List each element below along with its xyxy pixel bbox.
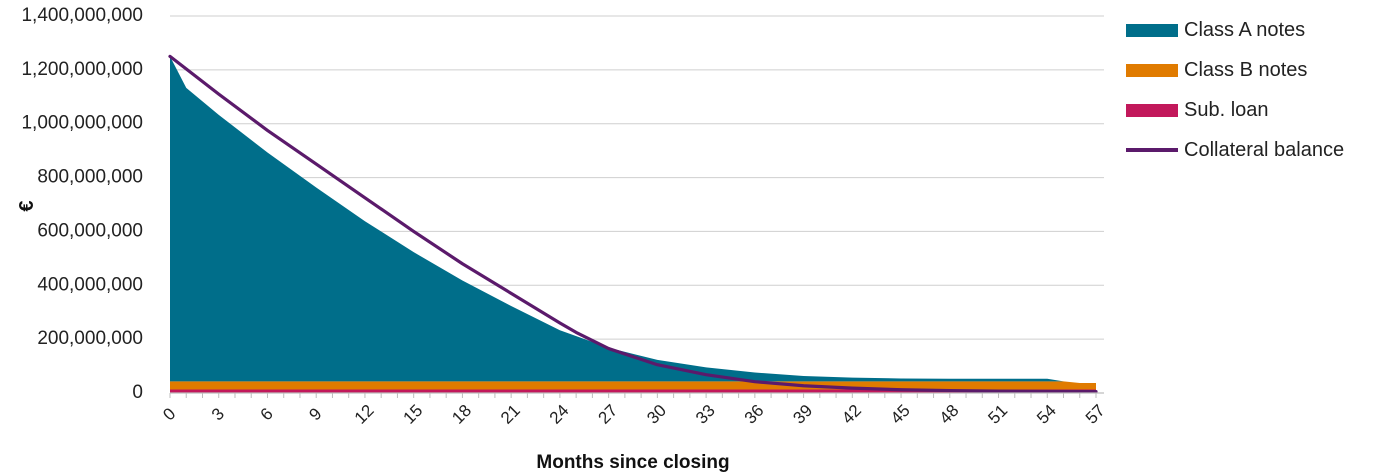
- x-tick-label: 21: [497, 401, 524, 428]
- legend-item-class-b-notes: Class B notes: [1126, 50, 1344, 90]
- axes: [169, 392, 1104, 398]
- legend-label: Collateral balance: [1184, 138, 1345, 161]
- y-tick-label: 200,000,000: [37, 328, 143, 349]
- x-tick-label: 0: [159, 404, 179, 424]
- area-series: [170, 56, 1096, 393]
- x-tick-labels: 0 3 6 9 12 15 18 21 24 27 30 33 36 39 42 45 48 51 54 57: [159, 401, 1108, 428]
- legend-swatch: [1126, 148, 1178, 152]
- x-tick-label: 24: [546, 401, 573, 428]
- x-tick-label: 27: [595, 401, 622, 428]
- x-tick-label: 30: [643, 401, 670, 428]
- x-tick-label: 18: [448, 401, 475, 428]
- x-tick-label: 57: [1082, 401, 1109, 428]
- y-tick-label: 800,000,000: [37, 167, 143, 188]
- area-sub-loan: [170, 389, 1096, 393]
- y-axis-title: €: [16, 200, 38, 211]
- legend-swatch: [1126, 63, 1178, 77]
- legend-label: Class A notes: [1184, 18, 1306, 41]
- x-tick-label: 12: [351, 401, 378, 428]
- x-tick-label: 33: [692, 401, 719, 428]
- x-tick-label: 54: [1033, 401, 1060, 428]
- x-tick-label: 9: [305, 404, 325, 424]
- line-collateral-balance: [168, 54, 1098, 394]
- x-tick-label: 3: [208, 404, 228, 424]
- legend-label: Sub. loan: [1184, 98, 1269, 121]
- x-tick-label: 51: [984, 401, 1011, 428]
- y-tick-label: 1,400,000,000: [21, 5, 143, 26]
- y-tick-label: 0: [132, 382, 143, 403]
- y-tick-label: 400,000,000: [37, 274, 143, 295]
- legend-item-class-a-notes: Class A notes: [1126, 10, 1344, 50]
- x-tick-label: 42: [838, 401, 865, 428]
- legend-swatch: [1126, 103, 1178, 117]
- x-tick-label: 36: [741, 401, 768, 428]
- line-series: [168, 54, 1098, 394]
- y-tick-label: 1,000,000,000: [21, 113, 143, 134]
- x-tick-label: 15: [400, 401, 427, 428]
- area-class-a-notes: [170, 56, 1096, 384]
- x-tick-label: 6: [257, 404, 277, 424]
- y-tick-label: 1,200,000,000: [21, 59, 143, 80]
- y-tick-labels: 0 200,000,000 400,000,000 600,000,000 800,00…: [21, 5, 143, 403]
- x-tick-label: 48: [936, 401, 963, 428]
- x-tick-label: 45: [887, 401, 914, 428]
- x-tick-label: 39: [789, 401, 816, 428]
- legend-item-sub-loan: Sub. loan: [1126, 90, 1344, 130]
- legend: Class A notes Class B notes Sub. loan Colla…: [1126, 10, 1344, 170]
- legend-label: Class B notes: [1184, 58, 1308, 81]
- x-axis-title: Months since closing: [536, 452, 729, 473]
- legend-item-collateral-balance: Collateral balance: [1126, 130, 1344, 170]
- legend-swatch: [1126, 23, 1178, 37]
- area-class-b-notes: [170, 381, 1096, 390]
- y-tick-label: 600,000,000: [37, 220, 143, 241]
